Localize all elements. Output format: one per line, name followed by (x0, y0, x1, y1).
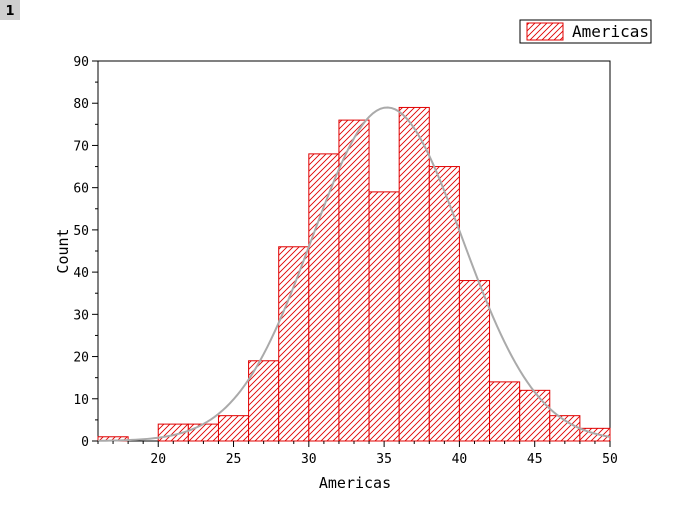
y-tick-label: 50 (73, 224, 89, 239)
y-axis-title: Count (54, 228, 72, 273)
normal-fit-curve (97, 106, 611, 442)
histogram-bar-13 (489, 381, 521, 442)
y-tick-label: 20 (73, 351, 89, 366)
histogram-bar-14 (519, 389, 551, 442)
legend-label: Americas (572, 22, 649, 41)
histogram-bar-11 (428, 166, 460, 442)
histogram-bar-9 (368, 191, 400, 442)
x-tick-label: 30 (301, 452, 317, 467)
badge-label: 1 (5, 4, 14, 19)
histogram-bar-6 (278, 246, 310, 442)
bars-layer (97, 106, 611, 442)
y-tick-label: 30 (73, 308, 89, 323)
x-tick-label: 50 (602, 452, 618, 467)
x-tick-label: 40 (452, 452, 468, 467)
legend-swatch (526, 22, 564, 41)
legend: Americas (519, 19, 652, 44)
fit-curve-layer (97, 106, 611, 442)
axes-layer: 0 10 20 30 40 50 60 70 80 90 20 25 30 35 40 45 50 (73, 55, 617, 467)
y-tick-label: 40 (73, 266, 89, 281)
badge-bg (0, 0, 20, 20)
histogram-bar-8 (338, 119, 370, 442)
x-tick-label: 20 (150, 452, 166, 467)
x-tick-label: 45 (527, 452, 543, 467)
y-tick-label: 90 (73, 55, 89, 70)
histogram-bar-10 (398, 106, 430, 442)
x-tick-label: 35 (376, 452, 392, 467)
y-tick-label: 60 (73, 182, 89, 197)
histogram-bar-12 (458, 280, 491, 442)
histogram-bar-7 (308, 153, 340, 442)
page-number-badge: 1 (0, 0, 20, 20)
histogram-bar-3 (187, 423, 219, 442)
histogram-bar-5 (248, 360, 280, 442)
histogram-bar-4 (217, 415, 250, 442)
x-tick-label: 25 (226, 452, 242, 467)
x-axis-title: Americas (319, 474, 391, 492)
y-tick-label: 10 (73, 393, 89, 408)
y-tick-label: 0 (81, 435, 89, 450)
y-tick-label: 70 (73, 139, 89, 154)
y-tick-label: 80 (73, 97, 89, 112)
